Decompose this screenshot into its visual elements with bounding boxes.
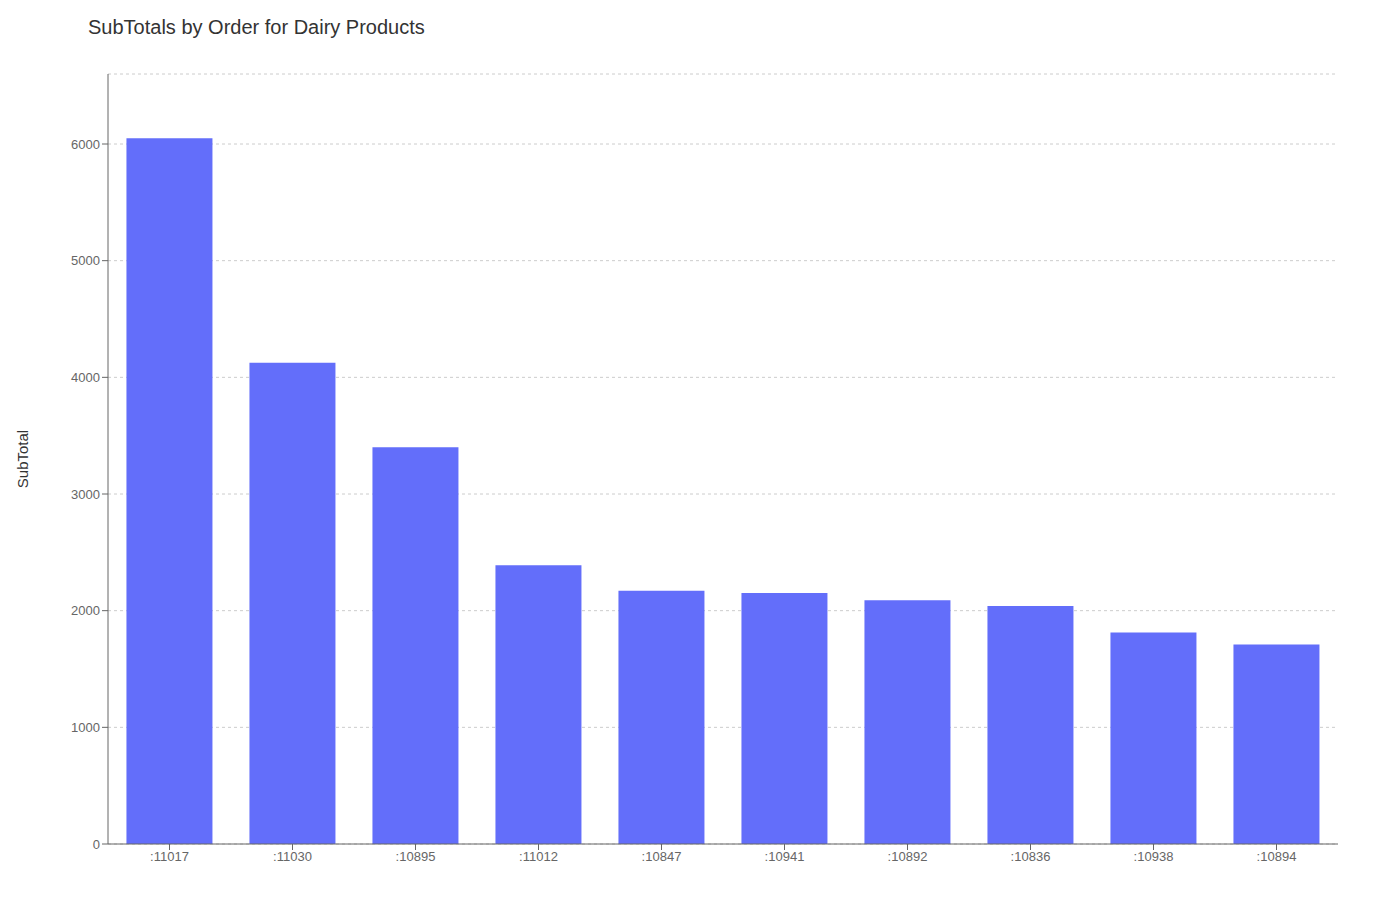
svg-text:2000: 2000 [71,603,100,618]
svg-text:4000: 4000 [71,370,100,385]
svg-text::10895: :10895 [396,849,436,864]
svg-text::11012: :11012 [519,849,558,864]
svg-text::10836: :10836 [1011,849,1051,864]
svg-text:3000: 3000 [71,487,100,502]
svg-text::10894: :10894 [1257,849,1297,864]
svg-text::10847: :10847 [642,849,682,864]
svg-text::11030: :11030 [273,849,312,864]
html-text:SubTotals by Order for Dairy P: SubTotals by Order for Dairy Products [88,16,425,38]
svg-text::10941: :10941 [765,849,805,864]
svg-text::10938: :10938 [1134,849,1174,864]
svg-text:0: 0 [93,837,100,852]
svg-text:SubTotal: SubTotal [14,430,31,488]
svg-text:1000: 1000 [71,720,100,735]
svg-text::10892: :10892 [888,849,928,864]
svg-text:6000: 6000 [71,137,100,152]
svg-text::11017: :11017 [150,849,189,864]
svg-text:5000: 5000 [71,253,100,268]
